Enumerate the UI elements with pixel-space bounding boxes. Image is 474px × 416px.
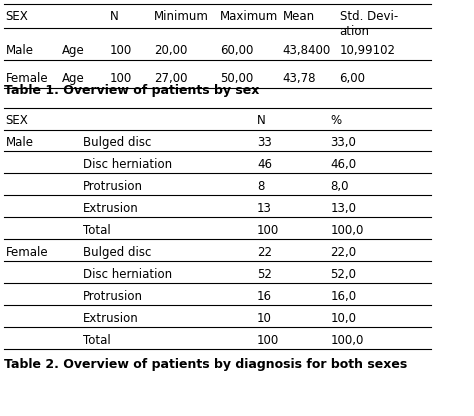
Text: Mean: Mean	[283, 10, 315, 23]
Text: Protrusion: Protrusion	[82, 180, 143, 193]
Text: Table 2. Overview of patients by diagnosis for both sexes: Table 2. Overview of patients by diagnos…	[4, 358, 407, 371]
Text: 50,00: 50,00	[220, 72, 254, 85]
Text: 10,0: 10,0	[330, 312, 356, 325]
Text: 22,0: 22,0	[330, 246, 356, 259]
Text: 43,78: 43,78	[283, 72, 316, 85]
Text: 22: 22	[257, 246, 272, 259]
Text: Bulged disc: Bulged disc	[82, 136, 151, 149]
Text: 100,0: 100,0	[330, 334, 364, 347]
Text: 13: 13	[257, 202, 272, 215]
Text: Disc herniation: Disc herniation	[82, 158, 172, 171]
Text: Disc herniation: Disc herniation	[82, 268, 172, 281]
Text: %: %	[330, 114, 341, 127]
Text: 6,00: 6,00	[339, 72, 365, 85]
Text: SEX: SEX	[6, 114, 28, 127]
Text: 33: 33	[257, 136, 272, 149]
Text: Male: Male	[6, 136, 34, 149]
Text: Std. Devi-
ation: Std. Devi- ation	[339, 10, 398, 38]
Text: 8,0: 8,0	[330, 180, 349, 193]
Text: 27,00: 27,00	[154, 72, 188, 85]
Text: 100: 100	[110, 44, 132, 57]
Text: 16: 16	[257, 290, 272, 303]
Text: N: N	[257, 114, 266, 127]
Text: 33,0: 33,0	[330, 136, 356, 149]
Text: Bulged disc: Bulged disc	[82, 246, 151, 259]
Text: Female: Female	[6, 246, 48, 259]
Text: 10,99102: 10,99102	[339, 44, 396, 57]
Text: 10: 10	[257, 312, 272, 325]
Text: 43,8400: 43,8400	[283, 44, 331, 57]
Text: 46: 46	[257, 158, 272, 171]
Text: 52,0: 52,0	[330, 268, 356, 281]
Text: Minimum: Minimum	[154, 10, 209, 23]
Text: 16,0: 16,0	[330, 290, 356, 303]
Text: Extrusion: Extrusion	[82, 312, 138, 325]
Text: Age: Age	[63, 72, 85, 85]
Text: 100: 100	[257, 334, 279, 347]
Text: 100: 100	[110, 72, 132, 85]
Text: 20,00: 20,00	[154, 44, 188, 57]
Text: Male: Male	[6, 44, 34, 57]
Text: 100,0: 100,0	[330, 224, 364, 237]
Text: 13,0: 13,0	[330, 202, 356, 215]
Text: Maximum: Maximum	[220, 10, 279, 23]
Text: Female: Female	[6, 72, 48, 85]
Text: Table 1. Overview of patients by sex: Table 1. Overview of patients by sex	[4, 84, 259, 97]
Text: 8: 8	[257, 180, 264, 193]
Text: Protrusion: Protrusion	[82, 290, 143, 303]
Text: 46,0: 46,0	[330, 158, 356, 171]
Text: 100: 100	[257, 224, 279, 237]
Text: Total: Total	[82, 334, 110, 347]
Text: Age: Age	[63, 44, 85, 57]
Text: N: N	[110, 10, 119, 23]
Text: 52: 52	[257, 268, 272, 281]
Text: 60,00: 60,00	[220, 44, 254, 57]
Text: SEX: SEX	[6, 10, 28, 23]
Text: Extrusion: Extrusion	[82, 202, 138, 215]
Text: Total: Total	[82, 224, 110, 237]
